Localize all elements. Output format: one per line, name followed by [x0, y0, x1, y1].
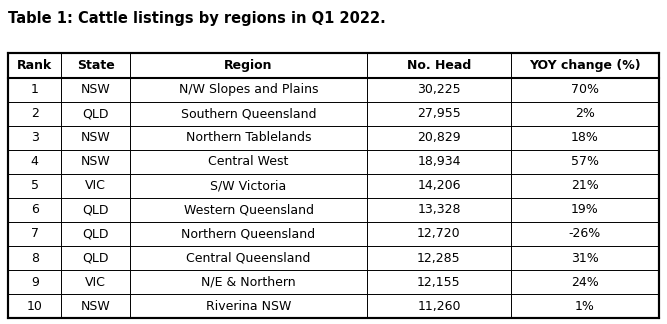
Text: Northern Tablelands: Northern Tablelands	[186, 131, 311, 144]
Text: 12,720: 12,720	[417, 227, 461, 240]
Text: 21%: 21%	[571, 179, 599, 192]
Text: 6: 6	[31, 203, 39, 216]
Text: No. Head: No. Head	[407, 59, 471, 72]
Text: 2%: 2%	[575, 107, 595, 120]
Text: 24%: 24%	[571, 276, 599, 289]
Text: Central Queensland: Central Queensland	[186, 251, 311, 264]
Text: Central West: Central West	[208, 155, 289, 168]
Text: 5: 5	[31, 179, 39, 192]
Text: 8: 8	[31, 251, 39, 264]
Text: 57%: 57%	[571, 155, 599, 168]
Text: 18%: 18%	[571, 131, 599, 144]
Text: 12,285: 12,285	[417, 251, 461, 264]
Text: NSW: NSW	[81, 155, 111, 168]
Text: N/E & Northern: N/E & Northern	[201, 276, 296, 289]
Text: 20,829: 20,829	[417, 131, 461, 144]
Text: Southern Queensland: Southern Queensland	[181, 107, 316, 120]
Text: 31%: 31%	[571, 251, 599, 264]
Text: 4: 4	[31, 155, 39, 168]
Text: Table 1: Cattle listings by regions in Q1 2022.: Table 1: Cattle listings by regions in Q…	[8, 11, 386, 26]
Text: YOY change (%): YOY change (%)	[529, 59, 640, 72]
Text: QLD: QLD	[82, 203, 109, 216]
Text: 11,260: 11,260	[418, 300, 461, 313]
Text: Northern Queensland: Northern Queensland	[181, 227, 315, 240]
Text: VIC: VIC	[85, 179, 106, 192]
Text: NSW: NSW	[81, 83, 111, 96]
Text: 70%: 70%	[571, 83, 599, 96]
Text: 30,225: 30,225	[417, 83, 461, 96]
Text: 3: 3	[31, 131, 39, 144]
Text: Rank: Rank	[17, 59, 52, 72]
Text: Riverina NSW: Riverina NSW	[206, 300, 291, 313]
Text: 13,328: 13,328	[418, 203, 461, 216]
Text: 14,206: 14,206	[418, 179, 461, 192]
Text: Region: Region	[224, 59, 273, 72]
Text: 1%: 1%	[575, 300, 595, 313]
Text: 18,934: 18,934	[418, 155, 461, 168]
Text: N/W Slopes and Plains: N/W Slopes and Plains	[179, 83, 318, 96]
Text: 27,955: 27,955	[417, 107, 461, 120]
Text: 19%: 19%	[571, 203, 599, 216]
Text: NSW: NSW	[81, 131, 111, 144]
Text: 7: 7	[31, 227, 39, 240]
Text: Western Queensland: Western Queensland	[183, 203, 313, 216]
Text: QLD: QLD	[82, 251, 109, 264]
Text: 2: 2	[31, 107, 39, 120]
Text: QLD: QLD	[82, 227, 109, 240]
Text: 10: 10	[27, 300, 43, 313]
Text: -26%: -26%	[569, 227, 601, 240]
Text: State: State	[77, 59, 115, 72]
Text: 1: 1	[31, 83, 39, 96]
Text: QLD: QLD	[82, 107, 109, 120]
Text: 9: 9	[31, 276, 39, 289]
Text: 12,155: 12,155	[417, 276, 461, 289]
Text: NSW: NSW	[81, 300, 111, 313]
Text: S/W Victoria: S/W Victoria	[210, 179, 287, 192]
Text: VIC: VIC	[85, 276, 106, 289]
